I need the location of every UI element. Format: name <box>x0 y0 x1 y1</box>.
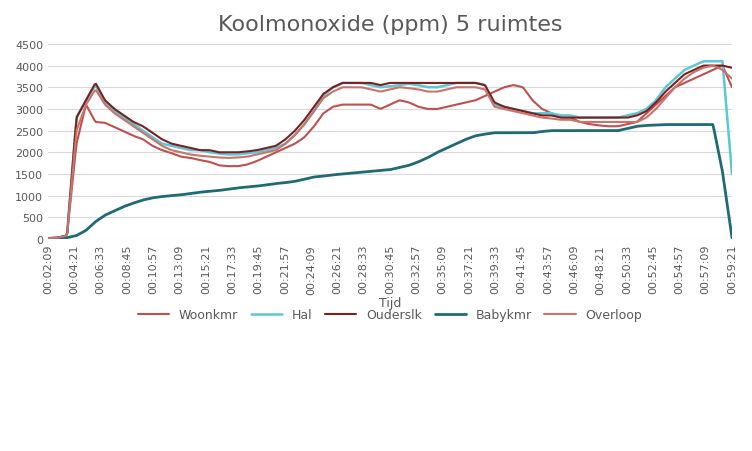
Babykmr <box>712 142 721 147</box>
Hal <box>727 172 736 177</box>
Hal <box>414 83 423 88</box>
Overloop <box>414 87 423 93</box>
Hal <box>604 115 613 121</box>
Line: Babykmr: Babykmr <box>48 125 732 239</box>
Woonkmr <box>450 103 459 108</box>
Title: Koolmonoxide (ppm) 5 ruimtes: Koolmonoxide (ppm) 5 ruimtes <box>218 15 562 35</box>
Ouderslk <box>450 81 459 87</box>
Ouderslk <box>604 115 613 121</box>
Line: Overloop: Overloop <box>48 66 732 239</box>
Line: Woonkmr: Woonkmr <box>48 66 732 239</box>
Babykmr <box>662 123 671 128</box>
Ouderslk <box>414 81 423 87</box>
Hal <box>372 84 381 90</box>
Hal <box>450 81 459 87</box>
Ouderslk <box>727 66 736 71</box>
Woonkmr <box>718 64 727 69</box>
Overloop <box>727 77 736 82</box>
Woonkmr <box>372 106 381 111</box>
Line: Ouderslk: Ouderslk <box>48 66 732 239</box>
Hal <box>712 60 721 65</box>
Hal <box>44 236 53 241</box>
Woonkmr <box>711 67 720 72</box>
X-axis label: Tijd: Tijd <box>379 297 401 309</box>
Babykmr <box>372 169 381 174</box>
Overloop <box>44 236 53 241</box>
Overloop <box>708 64 717 69</box>
Ouderslk <box>372 83 381 88</box>
Woonkmr <box>604 124 613 130</box>
Hal <box>368 83 378 89</box>
Overloop <box>450 86 459 91</box>
Overloop <box>368 88 378 93</box>
Babykmr <box>414 160 423 166</box>
Woonkmr <box>44 236 53 241</box>
Line: Hal: Hal <box>48 62 732 239</box>
Hal <box>700 60 709 65</box>
Woonkmr <box>727 85 736 91</box>
Woonkmr <box>368 104 378 109</box>
Woonkmr <box>414 105 423 110</box>
Legend: Woonkmr, Hal, Ouderslk, Babykmr, Overloop: Woonkmr, Hal, Ouderslk, Babykmr, Overloo… <box>132 304 647 327</box>
Ouderslk <box>44 236 53 241</box>
Overloop <box>604 120 613 125</box>
Ouderslk <box>700 64 709 69</box>
Babykmr <box>44 236 53 242</box>
Babykmr <box>727 235 736 241</box>
Overloop <box>372 89 381 94</box>
Babykmr <box>368 169 378 175</box>
Babykmr <box>604 129 613 134</box>
Babykmr <box>450 142 459 147</box>
Ouderslk <box>368 82 378 87</box>
Overloop <box>712 65 721 71</box>
Ouderslk <box>712 64 721 69</box>
